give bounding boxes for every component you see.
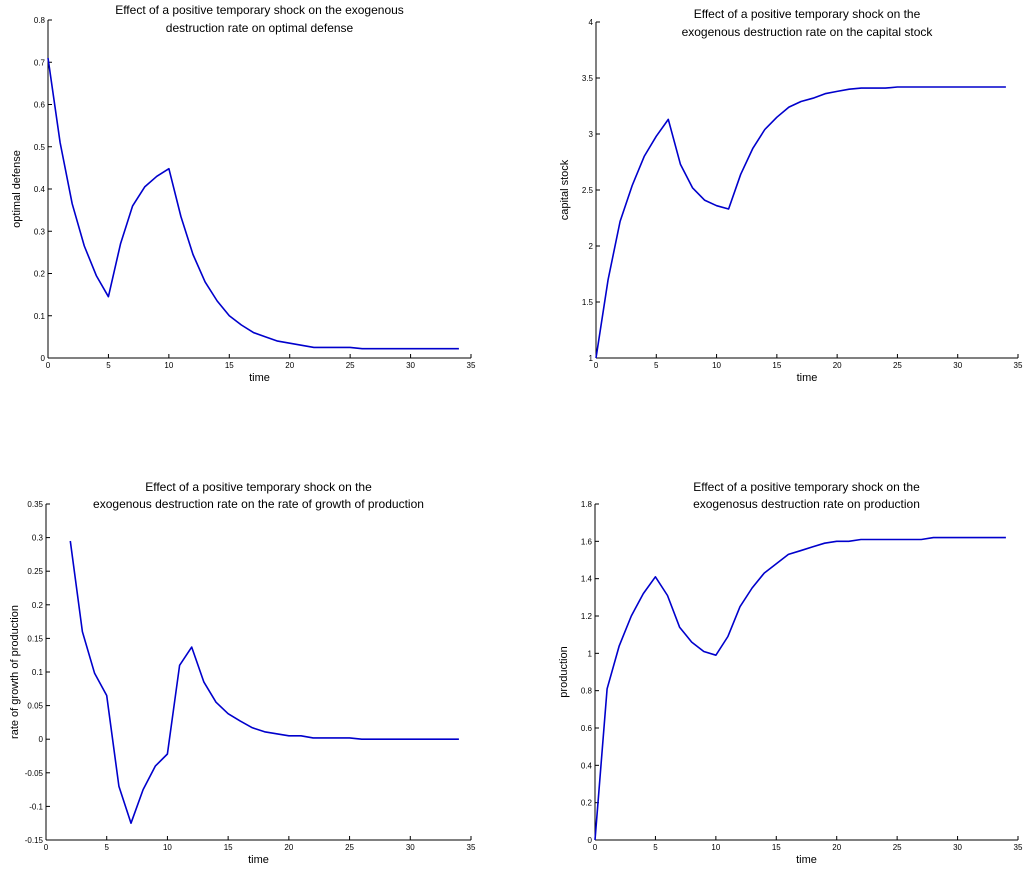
y-tick-label: 1 bbox=[589, 354, 594, 363]
y-tick-label: 0.35 bbox=[27, 500, 43, 509]
y-tick-label: 3.5 bbox=[582, 74, 594, 83]
y-tick-label: 0.3 bbox=[34, 227, 46, 236]
y-tick-label: 1.5 bbox=[582, 298, 594, 307]
y-tick-label: 0.6 bbox=[581, 724, 593, 733]
x-axis-label: time bbox=[796, 854, 817, 866]
x-tick-label: 10 bbox=[712, 361, 721, 370]
x-tick-label: 0 bbox=[46, 361, 51, 370]
y-tick-label: -0.15 bbox=[25, 836, 44, 845]
y-tick-label: 0 bbox=[588, 836, 593, 845]
series-line bbox=[594, 536, 1006, 841]
y-tick-label: 0.8 bbox=[581, 687, 593, 696]
x-tick-label: 0 bbox=[594, 361, 599, 370]
x-tick-label: 25 bbox=[346, 361, 355, 370]
y-tick-label: 0.3 bbox=[32, 534, 44, 543]
x-tick-label: 20 bbox=[832, 843, 841, 852]
y-tick-label: 0.2 bbox=[32, 601, 44, 610]
y-tick-label: -0.05 bbox=[25, 769, 44, 778]
chart-title-line: Effect of a positive temporary shock on … bbox=[694, 7, 921, 21]
chart-1: 0 5 10 15 20 25 30 35 0 0.1 0.2 0.3 0.4 0.5 0.6 0.7 0.8 E… bbox=[11, 3, 476, 384]
y-tick-label: 0.4 bbox=[34, 185, 46, 194]
x-tick-label: 25 bbox=[893, 361, 902, 370]
y-tick-label: 0.4 bbox=[581, 761, 593, 770]
y-tick-label: 0.05 bbox=[27, 702, 43, 711]
y-tick-label: 0.8 bbox=[34, 16, 46, 25]
chart-4: 0 5 10 15 20 25 30 35 0 0.2 0.4 0.6 0.8 1 1.2 1.4 1.6 1.8… bbox=[558, 480, 1023, 866]
x-tick-label: 15 bbox=[224, 843, 233, 852]
x-tick-label: 0 bbox=[593, 843, 598, 852]
y-tick-label: 4 bbox=[589, 18, 594, 27]
chart-title-line: exogenous destruction rate on the capita… bbox=[682, 25, 934, 39]
y-tick-label: 0 bbox=[41, 354, 46, 363]
x-tick-label: 25 bbox=[345, 843, 354, 852]
y-tick-label: 0.7 bbox=[34, 58, 46, 67]
y-tick-label: 1 bbox=[588, 649, 593, 658]
x-axis-label: time bbox=[249, 372, 270, 384]
x-tick-label: 5 bbox=[104, 843, 109, 852]
y-tick-label: 3 bbox=[589, 130, 594, 139]
x-tick-label: 20 bbox=[833, 361, 842, 370]
x-tick-label: 5 bbox=[654, 361, 659, 370]
y-axis-label: production bbox=[558, 646, 570, 697]
y-tick-label: 0.1 bbox=[32, 668, 44, 677]
y-axis-label: rate of growth of production bbox=[9, 605, 21, 739]
y-tick-label: 0 bbox=[39, 735, 44, 744]
y-tick-label: 0.2 bbox=[34, 270, 46, 279]
x-tick-label: 35 bbox=[467, 843, 476, 852]
x-tick-label: 30 bbox=[953, 361, 962, 370]
y-axis-label: optimal defense bbox=[11, 150, 23, 228]
chart-title-line: exogenous destruction rate on the rate o… bbox=[93, 497, 424, 511]
chart-2: 0 5 10 15 20 25 30 35 1 1.5 2 2.5 3 3.5 4 Effect of a p… bbox=[559, 7, 1023, 384]
y-tick-label: 2 bbox=[589, 242, 594, 251]
series-line bbox=[595, 86, 1006, 359]
y-tick-label: -0.1 bbox=[29, 802, 43, 811]
x-tick-label: 10 bbox=[711, 843, 720, 852]
y-tick-label: 1.4 bbox=[581, 575, 593, 584]
y-tick-label: 0.6 bbox=[34, 101, 46, 110]
x-tick-label: 25 bbox=[893, 843, 902, 852]
y-tick-label: 0.1 bbox=[34, 312, 46, 321]
x-tick-label: 0 bbox=[44, 843, 49, 852]
x-tick-label: 5 bbox=[653, 843, 658, 852]
y-tick-label: 0.15 bbox=[27, 634, 43, 643]
x-tick-label: 10 bbox=[163, 843, 172, 852]
chart-3: 0 5 10 15 20 25 30 35 -0.15 -0.1 -0.05 0 0.05 0.1 0.15… bbox=[9, 480, 476, 866]
x-tick-label: 15 bbox=[225, 361, 234, 370]
chart-title-line: destruction rate on optimal defense bbox=[166, 21, 354, 35]
x-tick-label: 30 bbox=[953, 843, 962, 852]
x-tick-label: 20 bbox=[284, 843, 293, 852]
x-axis-label: time bbox=[797, 372, 818, 384]
x-tick-label: 30 bbox=[406, 843, 415, 852]
chart-title-line: exogenosus destruction rate on productio… bbox=[693, 497, 920, 511]
x-tick-label: 10 bbox=[164, 361, 173, 370]
y-tick-label: 1.6 bbox=[581, 537, 593, 546]
y-tick-label: 0.2 bbox=[581, 799, 593, 808]
y-tick-label: 1.8 bbox=[581, 500, 593, 509]
x-tick-label: 30 bbox=[406, 361, 415, 370]
y-tick-label: 0.25 bbox=[27, 567, 43, 576]
chart-title-line: Effect of a positive temporary shock on … bbox=[145, 480, 372, 494]
x-tick-label: 35 bbox=[1014, 843, 1023, 852]
x-axis-label: time bbox=[248, 854, 269, 866]
y-tick-label: 0.5 bbox=[34, 143, 46, 152]
x-tick-label: 20 bbox=[285, 361, 294, 370]
x-tick-label: 15 bbox=[772, 361, 781, 370]
x-tick-label: 35 bbox=[1014, 361, 1023, 370]
y-axis-label: capital stock bbox=[559, 159, 571, 220]
y-tick-label: 1.2 bbox=[581, 612, 593, 621]
x-tick-label: 15 bbox=[772, 843, 781, 852]
series-line bbox=[47, 57, 459, 350]
series-line bbox=[69, 540, 459, 825]
y-tick-label: 2.5 bbox=[582, 186, 594, 195]
chart-title-line: Effect of a positive temporary shock on … bbox=[693, 480, 920, 494]
chart-title-line: Effect of a positive temporary shock on … bbox=[115, 3, 404, 17]
x-tick-label: 35 bbox=[467, 361, 476, 370]
x-tick-label: 5 bbox=[106, 361, 111, 370]
